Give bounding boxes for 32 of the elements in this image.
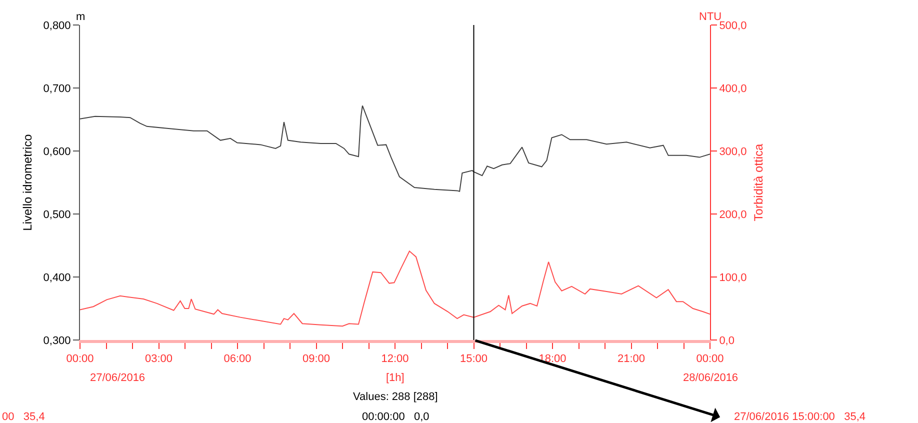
- y2-tick-label: 300,0: [719, 146, 747, 158]
- text: 00 35,4: [2, 411, 45, 423]
- line-series: [80, 250, 710, 327]
- x-tick-label: 15:00: [460, 353, 488, 366]
- text: [1h]: [386, 372, 404, 384]
- text: 27/06/2016: [90, 372, 146, 384]
- y-tick-label: 0,500: [43, 208, 71, 221]
- x-tick-label: 00:00: [66, 353, 94, 366]
- text: 28/06/2016: [683, 372, 738, 384]
- x-tick-label: 21:00: [617, 353, 646, 366]
- y-tick-label: 0,800: [43, 20, 71, 32]
- x-tick-label: 09:00: [302, 353, 330, 366]
- y2-tick-label: 0,0: [719, 334, 734, 347]
- y2-axis-title: Torbidità ottica: [752, 143, 766, 222]
- y-axis-title: Livello idrometrico: [20, 134, 35, 231]
- y2-tick-label: 400,0: [719, 82, 747, 95]
- line-series: [80, 105, 710, 192]
- y-tick-label: 0,300: [43, 334, 71, 347]
- x-tick-label: 00:00: [696, 353, 724, 366]
- x-tick-label: 03:00: [144, 353, 173, 366]
- x-tick-label: 12:00: [381, 353, 409, 366]
- y2-tick-label: 200,0: [719, 208, 747, 221]
- y-tick-label: 0,400: [43, 272, 71, 284]
- text: m: [76, 11, 86, 23]
- text: 00:00:00 0,0: [362, 411, 430, 423]
- annotation: 27/06/2016 15:00:00 35,4: [734, 411, 866, 423]
- y2-tick-label: 500,0: [719, 20, 747, 32]
- y2-tick-label: 100,0: [719, 272, 747, 284]
- y-tick-label: 0,600: [43, 146, 71, 158]
- text: Values: 288 [288]: [353, 391, 438, 403]
- y-tick-label: 0,700: [43, 82, 71, 95]
- x-tick-label: 06:00: [224, 353, 252, 366]
